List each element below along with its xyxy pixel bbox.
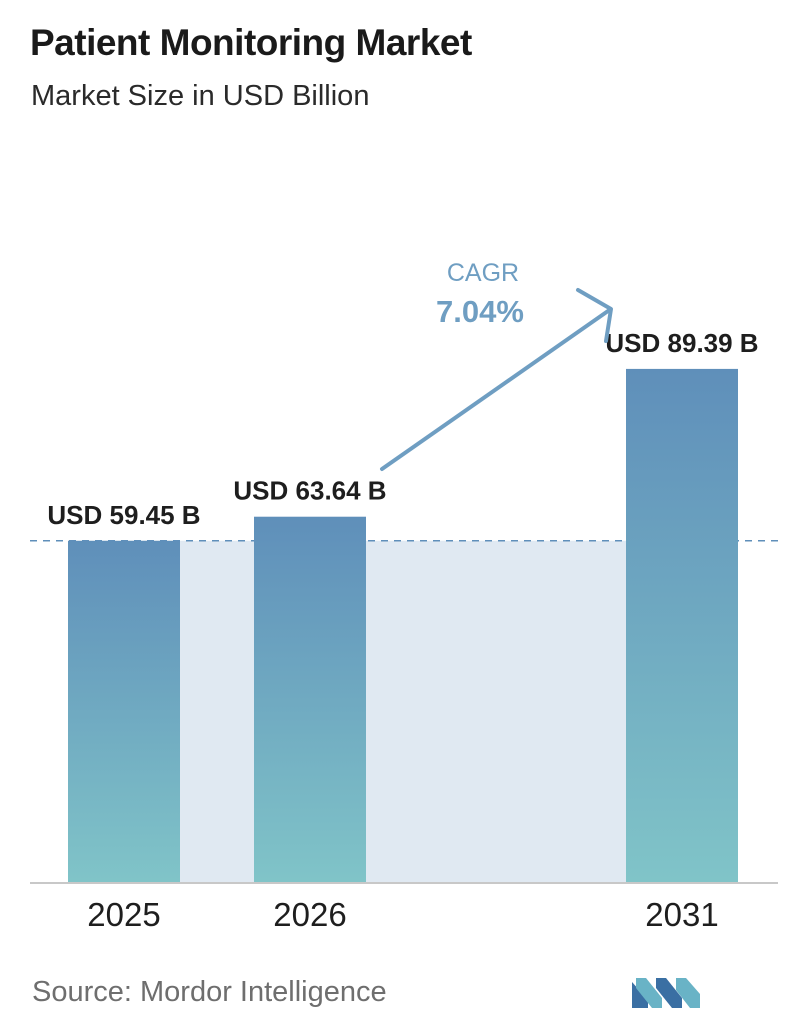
data-label-2025: USD 59.45 B <box>47 500 200 530</box>
chart-subtitle: Market Size in USD Billion <box>31 80 370 112</box>
gap-band <box>180 540 254 882</box>
data-label-2026: USD 63.64 B <box>233 476 386 506</box>
chart-title: Patient Monitoring Market <box>30 22 472 63</box>
bar-2026 <box>254 516 366 882</box>
source-attribution: Source: Mordor Intelligence <box>32 976 387 1008</box>
gap-band <box>366 540 626 882</box>
data-label-2031: USD 89.39 B <box>605 328 758 358</box>
bars <box>68 368 738 883</box>
cagr-value: 7.04% <box>436 294 524 329</box>
bar-2031 <box>626 368 738 883</box>
tick-label-2025: 2025 <box>87 896 160 933</box>
cagr-arrow-icon <box>380 288 613 471</box>
data-labels: USD 59.45 B USD 63.64 B USD 89.39 B <box>47 328 758 530</box>
x-axis-tick-labels: 2025 2026 2031 <box>87 896 718 933</box>
gap-bands <box>180 540 626 882</box>
tick-label-2026: 2026 <box>273 896 346 933</box>
tick-label-2031: 2031 <box>645 896 718 933</box>
cagr-annotation: CAGR 7.04% <box>380 259 613 471</box>
bar-2025 <box>68 540 180 882</box>
mordor-intelligence-logo-icon <box>632 978 700 1008</box>
cagr-label: CAGR <box>447 259 519 287</box>
